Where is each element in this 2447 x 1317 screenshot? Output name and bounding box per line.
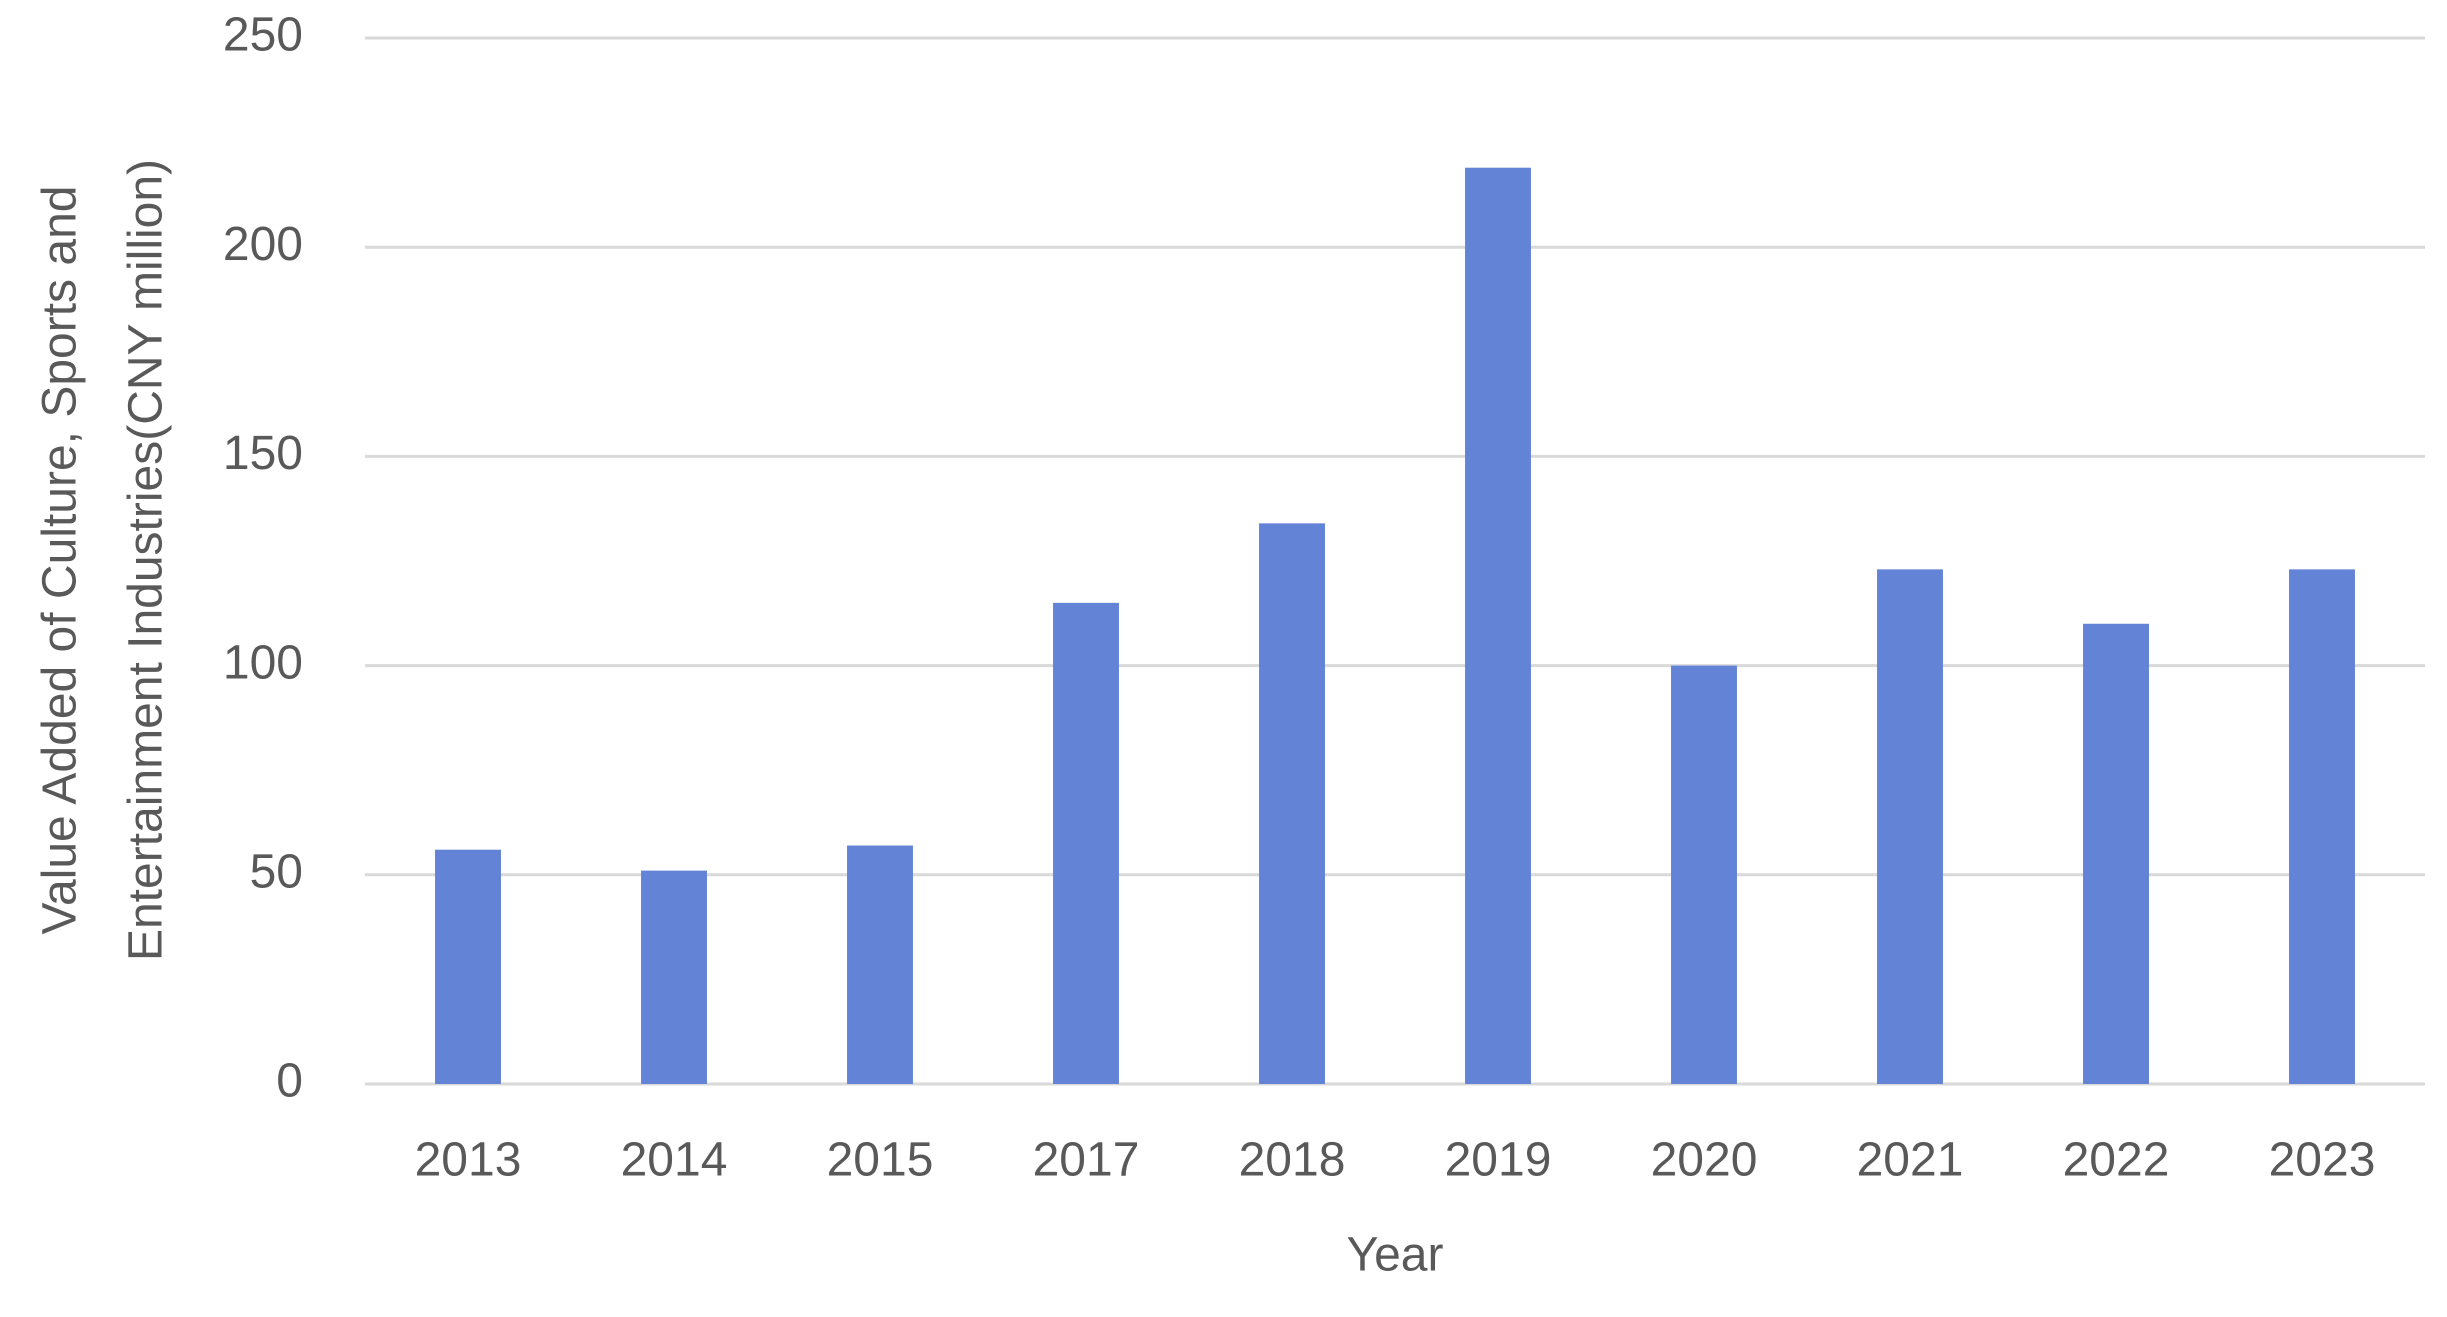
y-tick-label: 250 [223, 9, 303, 62]
bar [435, 849, 501, 1084]
bar [1877, 569, 1943, 1084]
x-tick-label: 2014 [621, 1134, 728, 1187]
x-tick-label: 2022 [2063, 1134, 2170, 1187]
x-tick-label: 2021 [1857, 1134, 1964, 1187]
x-tick-label: 2015 [827, 1134, 934, 1187]
x-tick-label: 2017 [1033, 1134, 1140, 1187]
y-axis-title: Entertainment Industries(CNY million) [120, 159, 173, 961]
y-tick-label: 50 [250, 845, 303, 898]
bar [1259, 523, 1325, 1084]
bar [1053, 602, 1119, 1084]
y-tick-label: 0 [276, 1055, 303, 1108]
y-tick-label: 100 [223, 636, 303, 689]
x-tick-label: 2020 [1651, 1134, 1758, 1187]
bar [641, 870, 707, 1084]
y-tick-label: 150 [223, 427, 303, 480]
bar [2083, 623, 2149, 1084]
y-axis-title-line: Value Added of Culture, Sports and [34, 186, 87, 935]
x-tick-label: 2018 [1239, 1134, 1346, 1187]
y-tick-label: 200 [223, 218, 303, 271]
x-axis-title: Year [1347, 1229, 1444, 1282]
y-axis-title-line: Entertainment Industries(CNY million) [120, 159, 173, 961]
y-axis-title: Value Added of Culture, Sports and [34, 186, 87, 935]
bar [2289, 569, 2355, 1084]
bar [847, 845, 913, 1084]
x-tick-label: 2023 [2269, 1134, 2376, 1187]
bar [1465, 167, 1531, 1085]
x-tick-label: 2013 [415, 1134, 522, 1187]
bar [1671, 665, 1737, 1084]
x-tick-label: 2019 [1445, 1134, 1552, 1187]
